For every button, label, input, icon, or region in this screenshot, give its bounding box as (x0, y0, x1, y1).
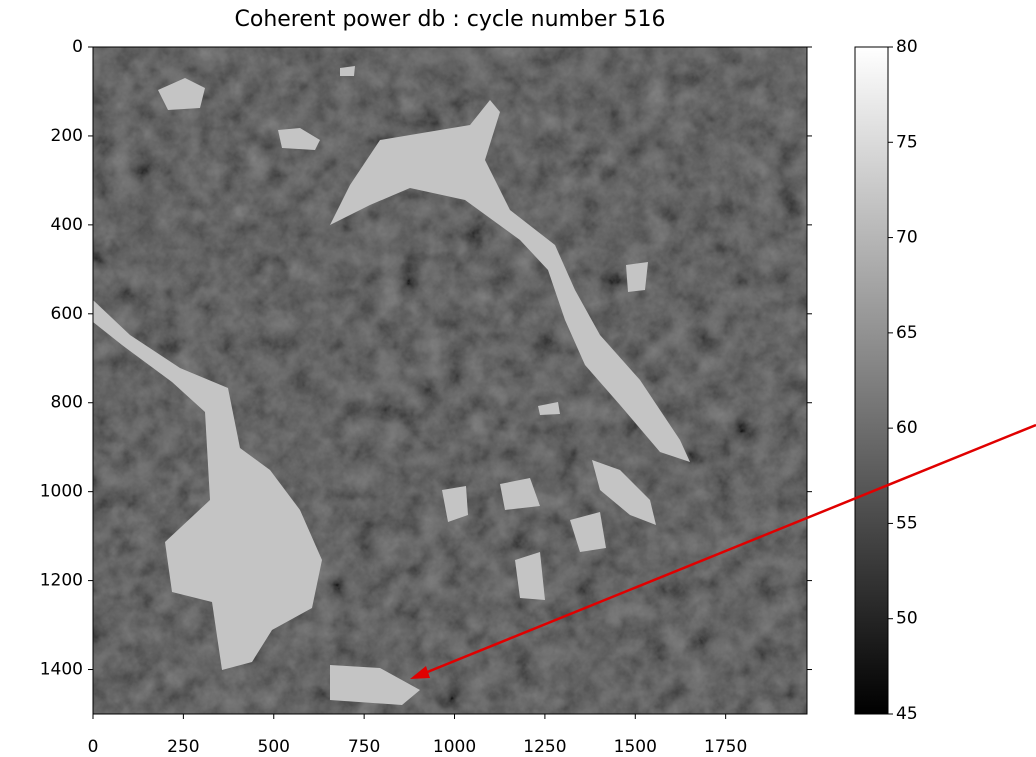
x-tick-label: 1500 (614, 737, 657, 757)
colorbar (854, 46, 889, 715)
y-tick-label: 400 (51, 215, 83, 235)
colorbar-tick-label: 75 (896, 132, 918, 152)
y-tick-label: 1000 (40, 482, 83, 502)
y-tick-label: 1200 (40, 571, 83, 591)
x-tick-label: 0 (88, 737, 99, 757)
colorbar-tick-label: 80 (896, 37, 918, 57)
y-tick-label: 0 (72, 37, 83, 57)
arrow-line (419, 423, 1036, 677)
colorbar-tick-label: 60 (896, 418, 918, 438)
axes-frame (92, 46, 808, 715)
y-tick-label: 200 (51, 126, 83, 146)
colorbar-tick-label: 55 (896, 513, 918, 533)
y-tick-label: 1400 (40, 660, 83, 680)
colorbar-tick-label: 70 (896, 228, 918, 248)
colorbar-tick-label: 65 (896, 323, 918, 343)
annotation-arrow (410, 423, 1036, 679)
x-tick-label: 1250 (523, 737, 566, 757)
x-tick-label: 250 (167, 737, 199, 757)
colorbar-tick-label: 50 (896, 609, 918, 629)
x-tick-label: 1000 (433, 737, 476, 757)
y-tick-label: 800 (51, 393, 83, 413)
image (92, 46, 808, 715)
arrow-head (410, 666, 430, 679)
x-tick-label: 1750 (704, 737, 747, 757)
y-tick-label: 600 (51, 304, 83, 324)
lakes (93, 66, 690, 705)
x-tick-label: 500 (258, 737, 290, 757)
colorbar-tick-label: 45 (896, 704, 918, 724)
chart-title: Coherent power db : cycle number 516 (235, 7, 666, 32)
x-tick-label: 750 (348, 737, 380, 757)
